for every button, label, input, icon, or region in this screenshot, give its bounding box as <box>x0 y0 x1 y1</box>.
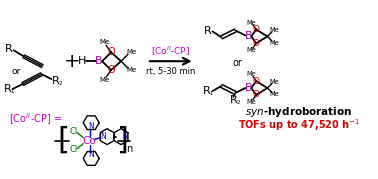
Text: Me: Me <box>269 40 279 46</box>
Text: $^2$: $^2$ <box>58 81 63 90</box>
Text: Me: Me <box>246 71 256 77</box>
Text: Me: Me <box>269 91 279 97</box>
Text: B: B <box>245 32 252 41</box>
Text: O: O <box>253 77 260 86</box>
Text: Me: Me <box>246 47 256 53</box>
Text: rt, 5-30 min: rt, 5-30 min <box>146 67 195 76</box>
Text: Me: Me <box>246 99 256 105</box>
Text: $\it{syn}$-hydroboration: $\it{syn}$-hydroboration <box>245 105 353 119</box>
Text: Me: Me <box>269 27 279 33</box>
Text: $^2$: $^2$ <box>236 99 241 108</box>
Text: or: or <box>12 67 21 76</box>
Text: R: R <box>51 76 59 86</box>
Text: O: O <box>107 47 115 57</box>
Text: Cl: Cl <box>69 145 77 154</box>
Text: O: O <box>253 90 260 100</box>
Text: Me: Me <box>127 49 137 55</box>
Text: H: H <box>78 56 87 66</box>
Text: Cl: Cl <box>69 127 77 136</box>
Text: +: + <box>64 52 81 71</box>
Text: Me: Me <box>269 79 279 85</box>
Text: $^1$: $^1$ <box>10 88 15 98</box>
Text: N: N <box>88 150 94 159</box>
Text: [Co$^{II}$-CP]: [Co$^{II}$-CP] <box>151 45 190 58</box>
Text: [Co$^{II}$-CP] =: [Co$^{II}$-CP] = <box>9 111 62 127</box>
Text: Me: Me <box>99 39 109 45</box>
Text: TOFs up to 47,520 h$^{-1}$: TOFs up to 47,520 h$^{-1}$ <box>238 117 360 133</box>
Text: O: O <box>107 65 115 75</box>
Text: Me: Me <box>246 20 256 26</box>
Text: N: N <box>88 122 94 131</box>
Text: R: R <box>203 86 211 96</box>
Text: N: N <box>100 132 106 141</box>
Text: ]: ] <box>116 126 128 155</box>
Text: R: R <box>4 84 12 94</box>
Text: R: R <box>204 26 211 37</box>
Text: B: B <box>245 83 252 93</box>
Text: B: B <box>95 56 103 66</box>
Text: Me: Me <box>99 77 109 83</box>
Text: O: O <box>253 25 260 34</box>
Text: O: O <box>253 39 260 48</box>
Text: n: n <box>126 144 132 154</box>
Text: R: R <box>5 44 12 54</box>
Text: or: or <box>232 58 242 68</box>
Text: N: N <box>122 132 128 141</box>
Text: R: R <box>229 95 237 105</box>
Text: Me: Me <box>127 67 137 73</box>
Text: $^1$: $^1$ <box>209 90 214 100</box>
Text: Co: Co <box>82 136 96 146</box>
Text: [: [ <box>57 126 69 155</box>
